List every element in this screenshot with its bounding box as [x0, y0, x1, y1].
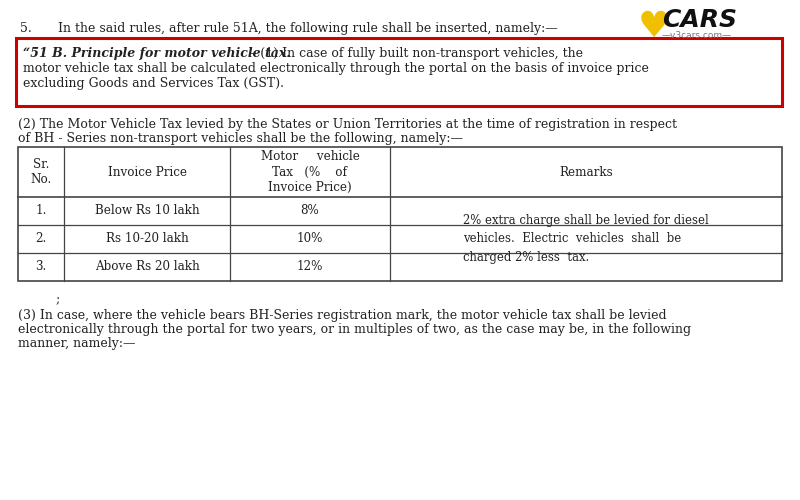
Text: Motor     vehicle
Tax   (%    of
Invoice Price): Motor vehicle Tax (% of Invoice Price): [261, 150, 359, 194]
Text: 8%: 8%: [301, 204, 319, 218]
Text: Sr.
No.: Sr. No.: [30, 158, 52, 186]
Text: of BH - Series non-transport vehicles shall be the following, namely:—: of BH - Series non-transport vehicles sh…: [18, 132, 463, 145]
Text: 3.: 3.: [35, 260, 46, 274]
Text: ♥: ♥: [638, 10, 670, 44]
Text: 12%: 12%: [297, 260, 323, 274]
Text: excluding Goods and Services Tax (GST).: excluding Goods and Services Tax (GST).: [23, 77, 284, 90]
Text: (3) In case, where the vehicle bears BH-Series registration mark, the motor vehi: (3) In case, where the vehicle bears BH-…: [18, 309, 666, 322]
Text: 10%: 10%: [297, 232, 323, 245]
Bar: [16, 38, 782, 106]
Text: 5.: 5.: [20, 22, 32, 35]
Text: Below Rs 10 lakh: Below Rs 10 lakh: [94, 204, 199, 218]
Text: Above Rs 20 lakh: Above Rs 20 lakh: [94, 260, 199, 274]
Text: electronically through the portal for two years, or in multiples of two, as the : electronically through the portal for tw…: [18, 323, 691, 336]
Text: In the said rules, after rule 51A, the following rule shall be inserted, namely:: In the said rules, after rule 51A, the f…: [58, 22, 558, 35]
Text: —v3cars.com—: —v3cars.com—: [662, 31, 732, 40]
Text: – (1) In case of fully built non-transport vehicles, the: – (1) In case of fully built non-transpo…: [246, 47, 583, 60]
Text: Invoice Price: Invoice Price: [107, 166, 186, 178]
Text: Rs 10-20 lakh: Rs 10-20 lakh: [106, 232, 188, 245]
Text: Remarks: Remarks: [559, 166, 613, 178]
Bar: [18, 147, 782, 281]
Text: CARS: CARS: [662, 8, 737, 32]
Text: 2% extra charge shall be levied for diesel
vehicles.  Electric  vehicles  shall : 2% extra charge shall be levied for dies…: [463, 214, 709, 264]
Text: 1.: 1.: [35, 204, 46, 218]
Text: (2) The Motor Vehicle Tax levied by the States or Union Territories at the time : (2) The Motor Vehicle Tax levied by the …: [18, 118, 677, 131]
Text: 2.: 2.: [35, 232, 46, 245]
Text: motor vehicle tax shall be calculated electronically through the portal on the b: motor vehicle tax shall be calculated el…: [23, 62, 649, 75]
Text: “51 B. Principle for motor vehicle tax.: “51 B. Principle for motor vehicle tax.: [23, 47, 290, 60]
Text: manner, namely:—: manner, namely:—: [18, 337, 135, 350]
Text: ;: ;: [55, 293, 59, 306]
